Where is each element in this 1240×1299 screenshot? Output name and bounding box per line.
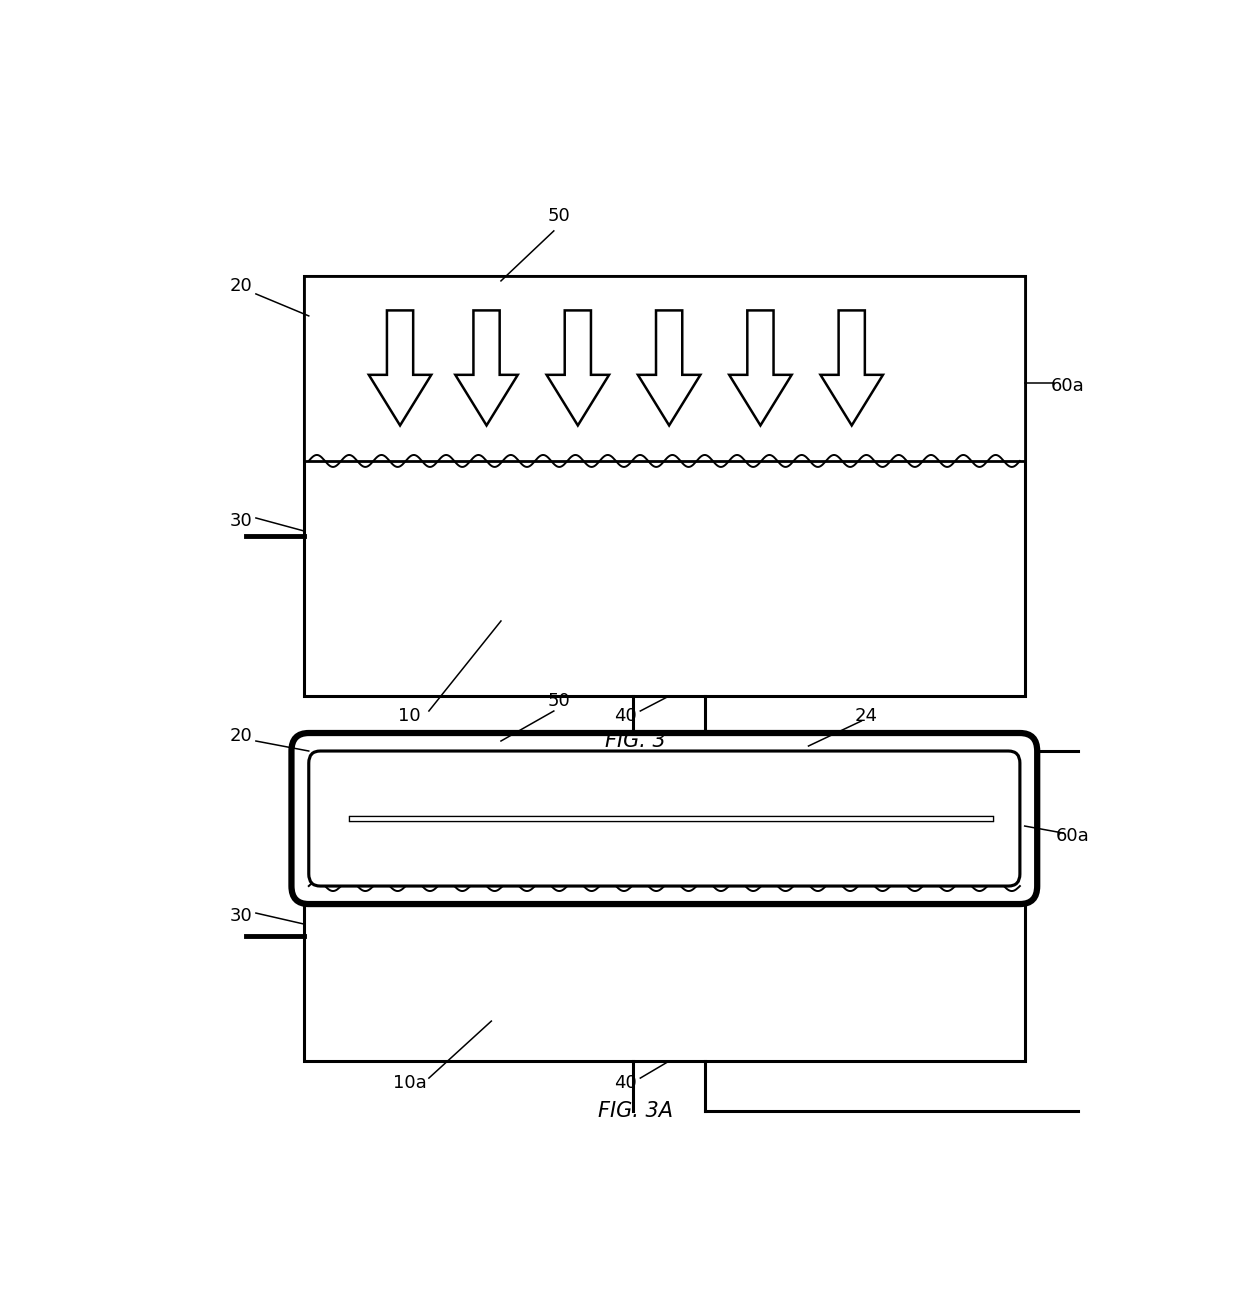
Bar (304, 275, 1024, 461)
FancyBboxPatch shape (291, 733, 1037, 904)
Text: 30: 30 (231, 907, 253, 925)
Text: FIG. 3A: FIG. 3A (598, 1102, 673, 1121)
Bar (304, 275, 1024, 696)
Text: 60a: 60a (1052, 377, 1085, 395)
Text: 50: 50 (547, 207, 570, 225)
Text: 50: 50 (547, 692, 570, 711)
FancyBboxPatch shape (309, 751, 1019, 886)
Polygon shape (821, 310, 883, 426)
Text: 10a: 10a (393, 1074, 427, 1092)
Polygon shape (729, 310, 791, 426)
Polygon shape (455, 310, 518, 426)
Polygon shape (637, 310, 701, 426)
Text: 40: 40 (615, 1074, 637, 1092)
Text: FIG. 3: FIG. 3 (605, 731, 666, 751)
Polygon shape (368, 310, 432, 426)
Text: 40: 40 (615, 707, 637, 725)
Text: 20: 20 (231, 277, 253, 295)
Polygon shape (547, 310, 609, 426)
Text: 30: 30 (231, 512, 253, 530)
Text: 20: 20 (231, 727, 253, 746)
Bar (304, 740, 1024, 1061)
Text: 10: 10 (398, 707, 420, 725)
Text: 60a: 60a (1056, 827, 1090, 846)
Text: 24: 24 (854, 707, 878, 725)
